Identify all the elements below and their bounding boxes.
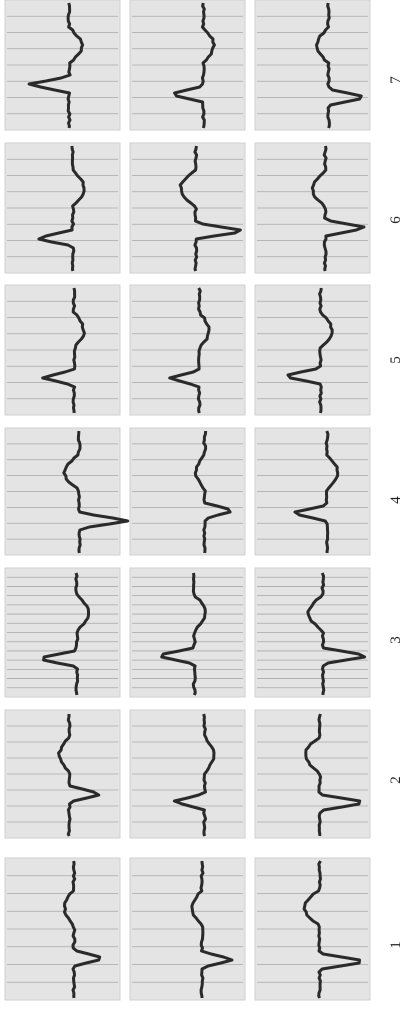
ecg-group: 6 — [4, 142, 404, 274]
ecg-trace — [62, 430, 130, 554]
ecg-trace — [57, 713, 101, 837]
group-label: 4 — [388, 496, 404, 504]
ecg-trace — [41, 287, 86, 414]
group-label: 6 — [388, 216, 404, 224]
ecg-trace — [286, 287, 334, 414]
ecg-trace — [168, 287, 211, 414]
ecg-trace — [27, 2, 85, 129]
ecg-trace — [160, 572, 207, 696]
ecg-group: 2 — [4, 709, 404, 839]
ecg-trace — [37, 145, 86, 272]
ecg-trace — [306, 572, 367, 696]
ecg-trace — [172, 713, 216, 837]
group-label: 5 — [388, 356, 404, 364]
ecg-trace — [293, 430, 340, 554]
ecg-trace — [190, 860, 234, 999]
ecg-trace — [63, 860, 102, 999]
ecg-trace — [193, 430, 232, 554]
ecg-trace — [302, 860, 361, 999]
group-label: 2 — [388, 776, 404, 784]
group-label: 7 — [388, 76, 404, 84]
ecg-group: 5 — [4, 284, 404, 416]
ecg-group: 1 — [4, 857, 404, 1001]
ecg-trace — [178, 145, 242, 272]
group-label: 1 — [388, 941, 404, 949]
group-label: 3 — [388, 636, 404, 644]
ecg-trace — [42, 572, 90, 696]
ecg-trace — [173, 2, 216, 129]
ecg-trace — [310, 145, 366, 272]
ecg-group: 3 — [4, 567, 404, 698]
ecg-trace — [315, 2, 363, 129]
ecg-group: 7 — [4, 0, 404, 131]
ecg-group: 4 — [4, 427, 404, 556]
ecg-trace — [304, 713, 362, 837]
